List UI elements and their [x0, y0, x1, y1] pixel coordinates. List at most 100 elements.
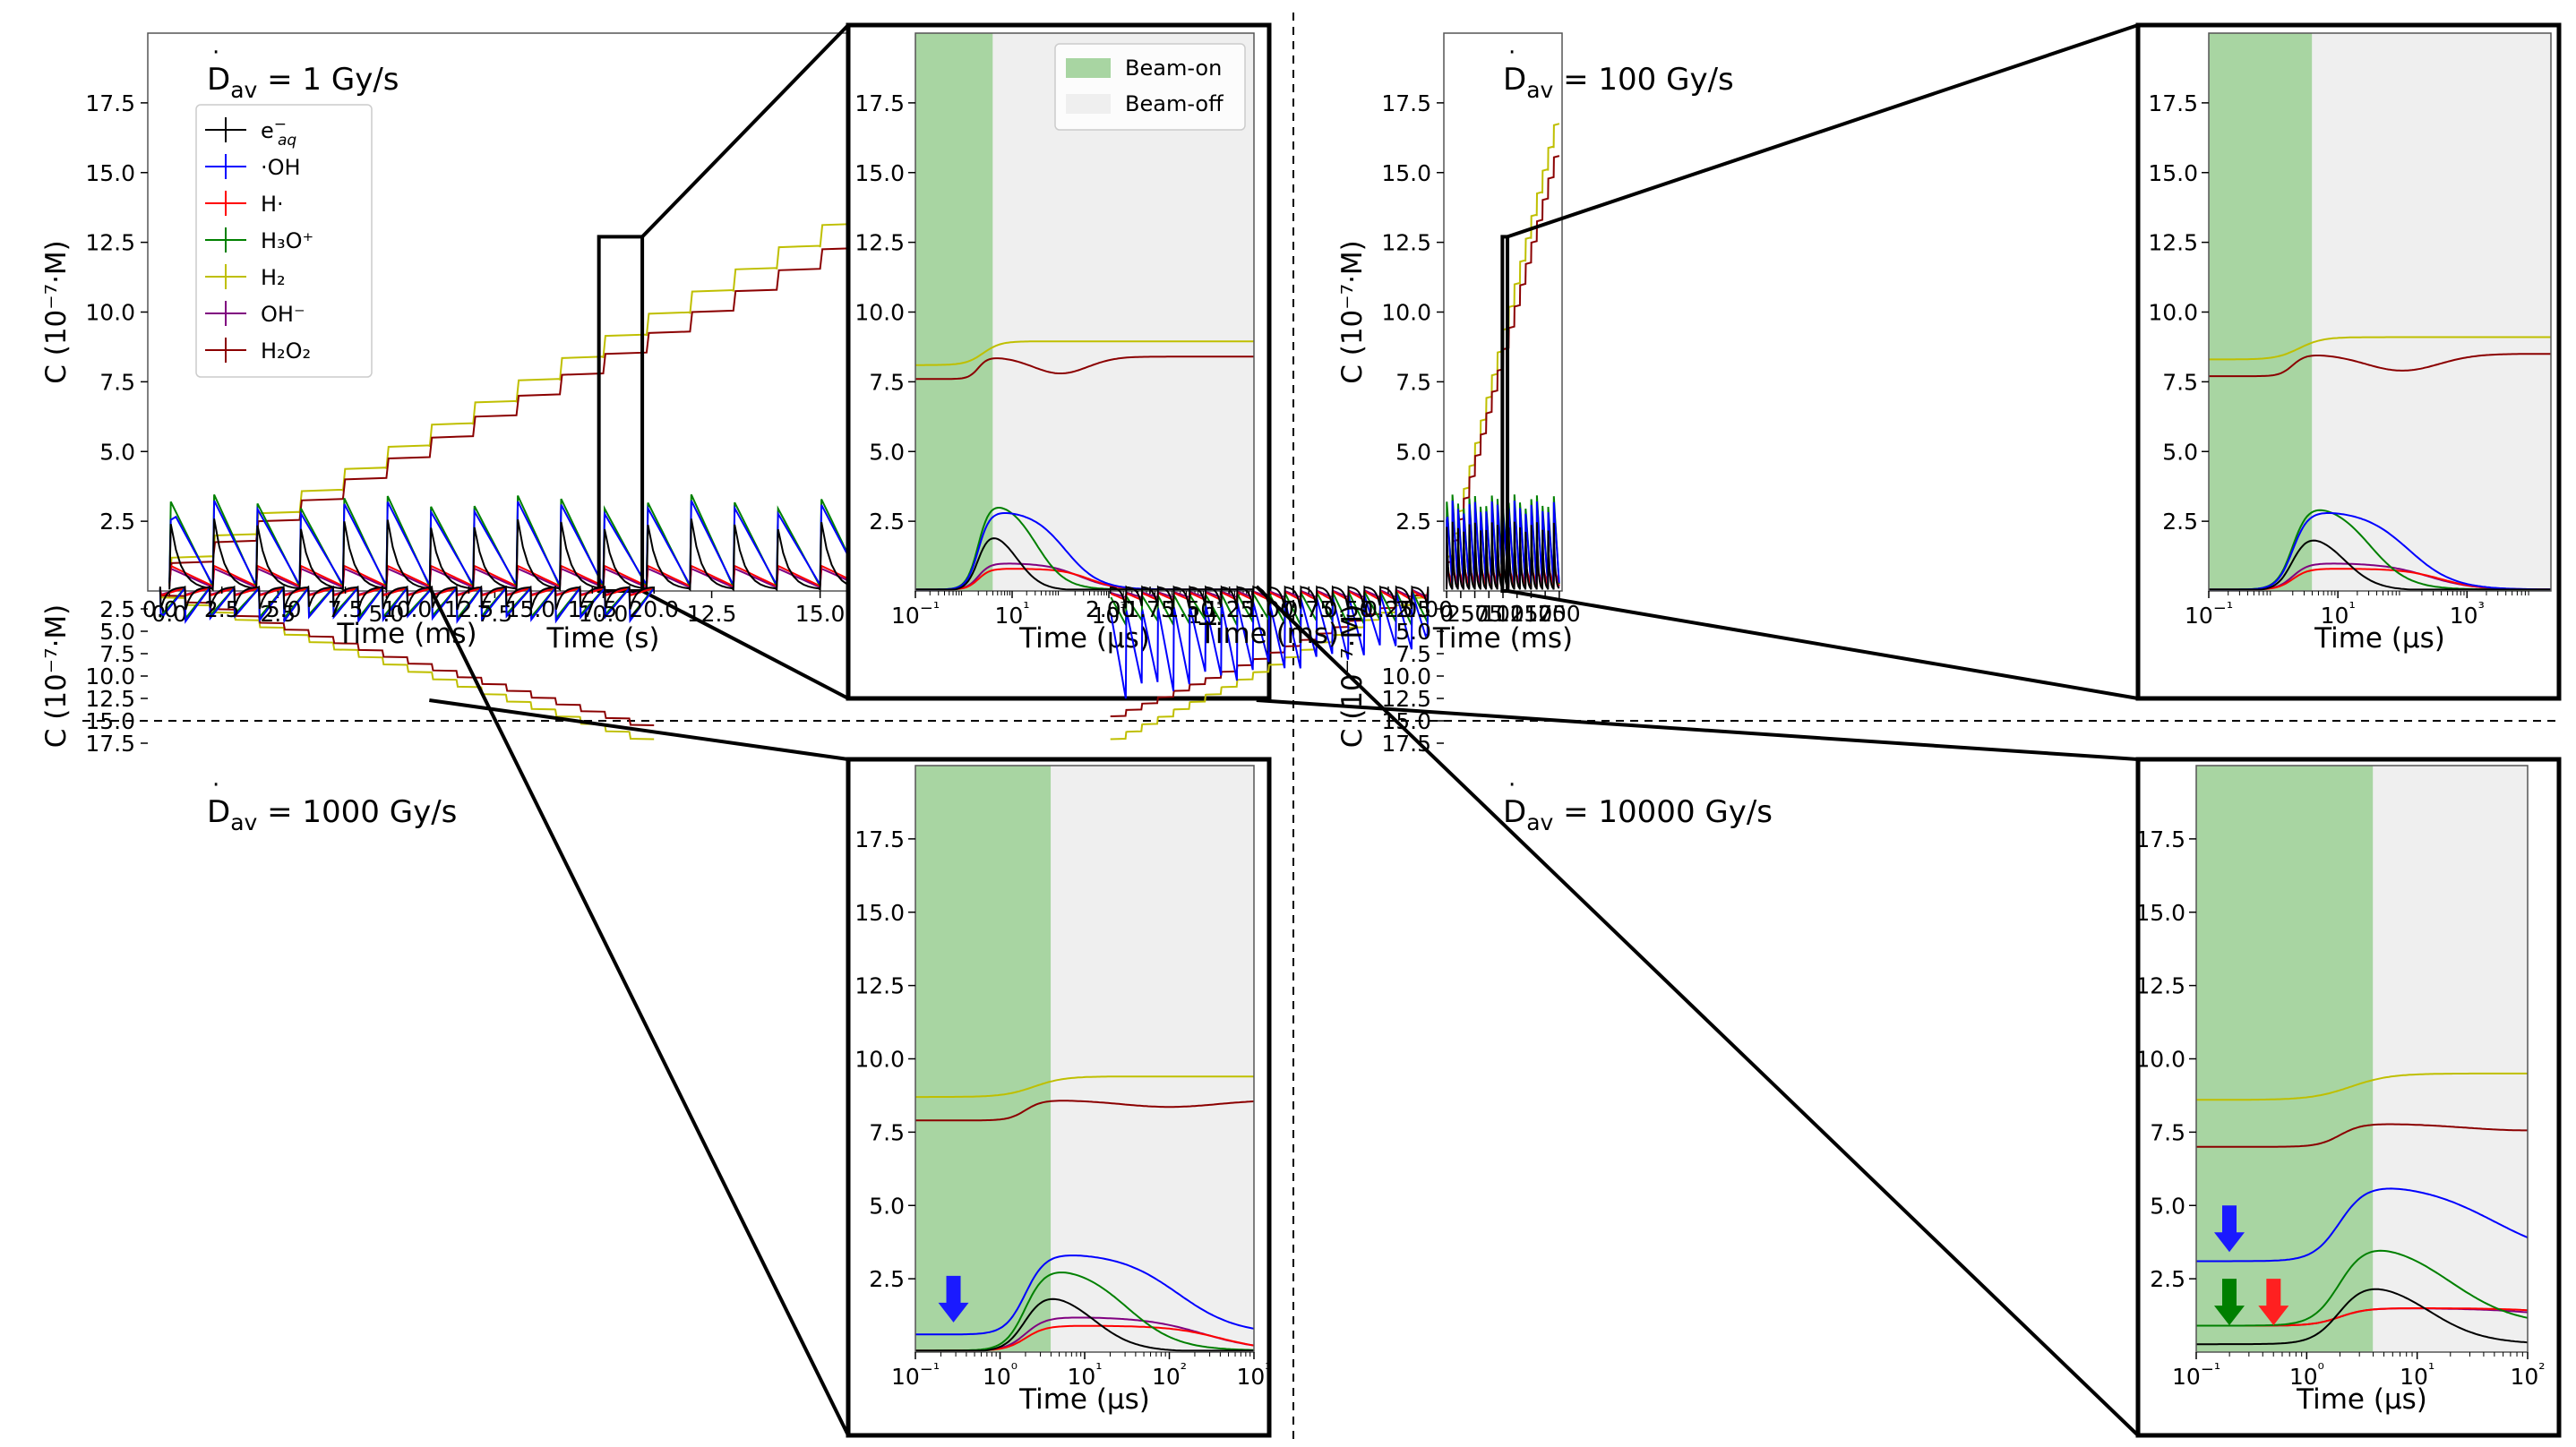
x-tick-label: 10²	[1152, 1360, 1187, 1390]
y-tick-label: 7.5	[869, 369, 905, 395]
y-tick-label: 17.5	[85, 90, 135, 116]
legend-label-H3O: H₃O⁺	[261, 228, 313, 253]
x-tick-label: 10.0	[579, 601, 629, 627]
x-axis-label: Time (ms)	[336, 618, 477, 650]
zoom-chart-4: 10−¹ 10⁰ 10¹ 10²2.55.07.510.012.515.017.5Ti…	[1255, 585, 2562, 1438]
y-tick-label: 17.5	[2135, 826, 2185, 852]
x-tick-label: 10²	[2510, 1360, 2545, 1390]
indicator-arrow-icon	[938, 1275, 969, 1323]
zoom-chart-1: 10−¹ 10¹ 10³ 10⁵2.55.07.510.012.515.017.5Ti…	[640, 22, 1272, 701]
y-tick-label: 7.5	[1395, 641, 1431, 667]
y-tick-label: 15.0	[854, 160, 905, 186]
legend-label-OH: ·OH	[261, 155, 301, 180]
x-axis-label: Time (ms)	[1432, 622, 1573, 655]
y-tick-label: 2.5	[2150, 1266, 2185, 1292]
y-tick-label: 2.5	[99, 596, 135, 622]
x-tick-label: 10³	[2450, 599, 2485, 629]
x-tick-label: 1.25	[1205, 596, 1255, 622]
x-tick-label: 0.50	[1324, 596, 1374, 622]
zoom-connector	[640, 23, 850, 238]
x-tick-label: 10³	[1236, 1360, 1271, 1390]
zoom-connector	[1255, 585, 2140, 1437]
y-tick-label: 7.5	[2162, 369, 2198, 395]
y-tick-label: 12.5	[854, 230, 905, 256]
x-tick-label: 5.0	[266, 596, 302, 622]
x-tick-label: 1.50	[1165, 596, 1215, 622]
title-dot: ·	[1508, 772, 1516, 799]
x-tick-label: 10−¹	[2172, 1360, 2220, 1390]
y-tick-label: 7.5	[869, 1119, 905, 1145]
zoom-chart-2: 10−¹ 10¹ 10³ 2.5 5.0 7.5 10.0 12.5 15.0 17.5 Time …	[1507, 22, 2562, 701]
x-tick-label: 10⁰	[983, 1360, 1018, 1390]
y-tick-label: 15.0	[1381, 160, 1431, 186]
legend-label-OHm: OH⁻	[261, 302, 305, 327]
x-tick-label: 0.75	[1284, 596, 1334, 622]
y-tick-label: 10.0	[85, 664, 135, 689]
y-tick-label: 10.0	[85, 300, 135, 326]
title-dot: ·	[1508, 39, 1516, 66]
y-tick-label: 5.0	[2150, 1193, 2185, 1219]
x-tick-label: 175	[1524, 601, 1567, 627]
zoom-connector	[1256, 698, 2139, 761]
zoom-series-line-H2	[915, 1075, 1254, 1099]
zoom-connector	[429, 698, 849, 761]
y-tick-label: 15.0	[854, 900, 905, 926]
x-tick-label: 50	[1461, 601, 1490, 627]
legend-label-eaq: e− aq	[261, 116, 296, 150]
y-tick-label: 2.5	[2162, 509, 2198, 535]
zoom-series-line-eaq	[915, 1297, 1254, 1352]
chart-title: Dav = 10000 Gy/s	[1503, 794, 1773, 835]
y-tick-label: 2.5	[869, 509, 905, 535]
zoom-region-box	[1500, 235, 1510, 593]
x-tick-label: 10¹	[2321, 599, 2356, 629]
beam-on-region	[915, 33, 993, 591]
x-tick-label: 12.5	[444, 596, 494, 622]
zoom-series-line-OH	[2209, 512, 2551, 591]
y-tick-label: 10.0	[1381, 664, 1431, 689]
y-tick-label: 2.5	[99, 509, 135, 535]
y-tick-label: 12.5	[2135, 973, 2185, 999]
y-tick-label: 17.5	[1381, 90, 1431, 116]
x-tick-label: 15.0	[506, 596, 556, 622]
zoom-connector	[1507, 23, 2139, 239]
y-tick-label: 7.5	[99, 641, 135, 667]
main-chart-4: 0.000.250.500.751.001.251.501.752.00 2.55…	[1086, 585, 1773, 835]
x-tick-label: 20.0	[629, 596, 679, 622]
zoom-series-line-H2O2	[2196, 1123, 2528, 1148]
legend-box	[195, 104, 373, 378]
y-tick-label: 7.5	[2150, 1119, 2185, 1145]
y-tick-label: 2.5	[1395, 509, 1431, 535]
y-tick-label: 5.0	[1395, 439, 1431, 465]
zoom-connector	[427, 586, 850, 1436]
y-tick-label: 17.5	[2148, 90, 2198, 116]
y-axis-label: C (10⁻⁷·M)	[1336, 604, 1369, 749]
y-tick-label: 12.5	[1381, 230, 1431, 256]
beam-on-swatch	[1066, 58, 1111, 78]
legend-label-H2O2: H₂O₂	[261, 338, 311, 364]
zoom-series-line-H2	[2196, 1072, 2528, 1101]
x-axis-label: Time (μs)	[2314, 622, 2445, 655]
y-tick-label: 5.0	[99, 439, 135, 465]
x-axis-label: Time (μs)	[1018, 1383, 1150, 1416]
x-tick-label: 10³	[1091, 599, 1126, 629]
x-tick-label: 200	[1538, 601, 1581, 627]
beam-off-swatch	[1066, 94, 1111, 114]
x-tick-label: 10¹	[2400, 1360, 2434, 1390]
y-tick-label: 5.0	[869, 439, 905, 465]
x-tick-label: 0.0	[142, 596, 178, 622]
legend-label-H2: H₂	[261, 265, 286, 290]
y-tick-label: 15.0	[85, 160, 135, 186]
y-tick-label: 15.0	[2148, 160, 2198, 186]
zoom-series-line-H2	[2209, 336, 2551, 361]
y-tick-label: 10.0	[2135, 1047, 2185, 1073]
y-tick-label: 12.5	[2148, 230, 2198, 256]
beam-on-region	[2196, 766, 2374, 1352]
y-tick-label: 17.5	[854, 826, 905, 852]
y-tick-label: 5.0	[1395, 619, 1431, 645]
y-tick-label: 10.0	[854, 1047, 905, 1073]
x-tick-label: 10.0	[382, 596, 433, 622]
x-tick-label: 10−¹	[2185, 599, 2233, 629]
y-axis-label: C (10⁻⁷·M)	[40, 604, 73, 749]
zoom-connector	[1507, 589, 2139, 700]
